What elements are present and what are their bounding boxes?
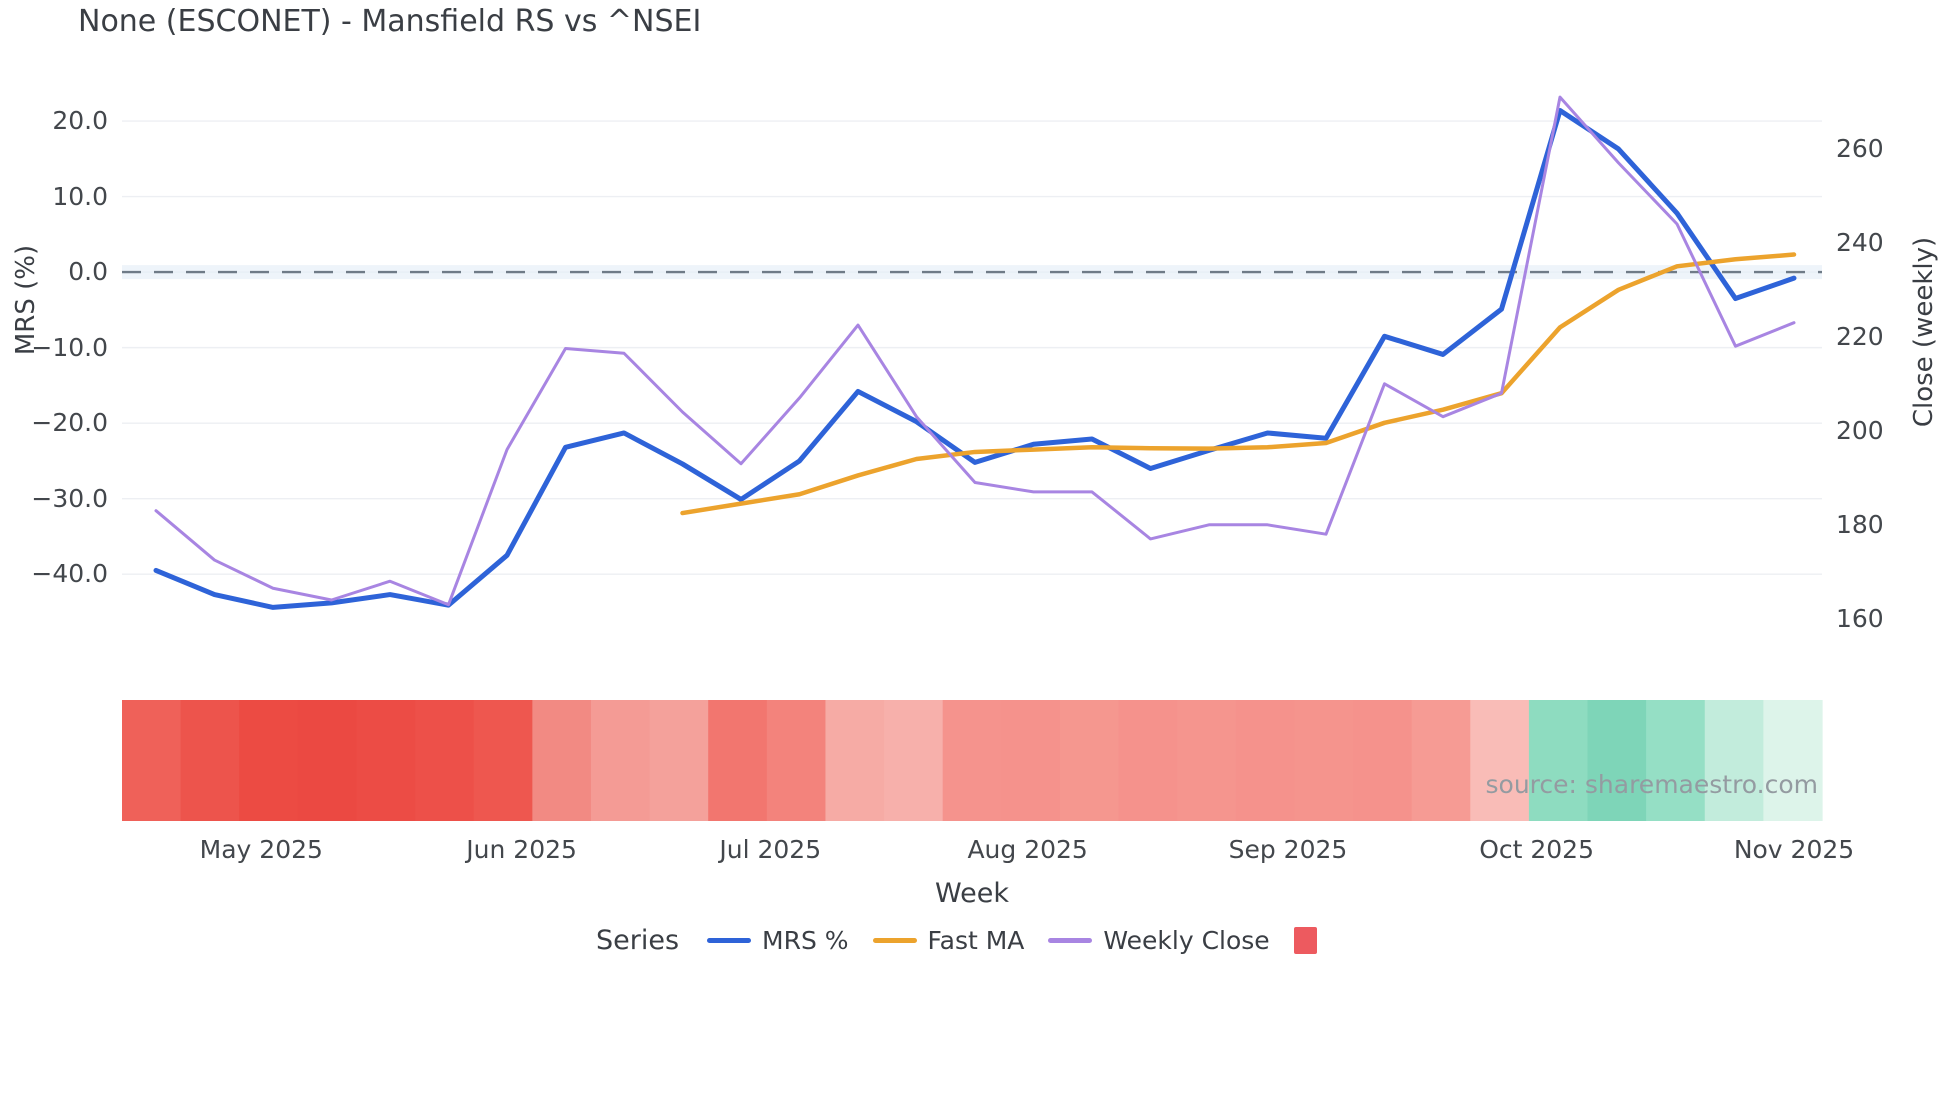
heatmap-cell — [473, 700, 533, 821]
y-axis-tick-right: 200 — [1836, 415, 1884, 445]
x-axis-tick: Sep 2025 — [1228, 835, 1348, 864]
heatmap-cell — [766, 700, 827, 821]
heatmap-cell — [532, 700, 592, 821]
x-axis-tick: May 2025 — [199, 835, 323, 864]
legend-item-label: MRS % — [762, 925, 849, 955]
y-axis-tick-right: 220 — [1836, 321, 1884, 351]
y-axis-tick-right: 240 — [1836, 227, 1884, 257]
y-axis-tick-right: 160 — [1836, 603, 1884, 633]
y-axis-tick-left: 10.0 — [52, 181, 108, 211]
legend-line-swatch — [707, 937, 752, 943]
legend-item-stage — [1293, 926, 1317, 954]
x-axis-title: Week — [935, 878, 1009, 909]
heatmap-cell — [1059, 700, 1120, 821]
y-axis-tick-left: −10.0 — [31, 332, 108, 362]
heatmap-cell — [1118, 700, 1178, 821]
heatmap-cell — [1587, 700, 1647, 821]
heatmap-cell — [1294, 700, 1354, 821]
legend-line-swatch — [872, 937, 917, 943]
x-axis-tick: Aug 2025 — [967, 835, 1088, 864]
legend-item-fast-ma: Fast MA — [872, 925, 1025, 955]
heatmap-cell — [1177, 700, 1237, 821]
heatmap-cell — [1235, 700, 1296, 821]
legend-item-label: Weekly Close — [1103, 925, 1270, 955]
y-axis-tick-left: 0.0 — [68, 257, 108, 287]
series-line-fast-ma — [680, 252, 1797, 516]
heatmap-cell — [180, 700, 240, 821]
heatmap-cell — [825, 700, 885, 821]
heatmap-cell — [884, 700, 944, 821]
y-axis-tick-left: 20.0 — [52, 106, 108, 136]
legend-square-swatch — [1293, 926, 1317, 954]
series-line-weekly-close — [154, 95, 1796, 607]
right-axis-title: Close (weekly) — [1909, 236, 1939, 428]
heatmap-cell — [649, 700, 709, 821]
heatmap-cell — [1001, 700, 1061, 821]
y-axis-tick-left: −20.0 — [31, 408, 108, 438]
heatmap-cell — [942, 700, 1002, 821]
chart-title: None (ESCONET) - Mansfield RS vs ^NSEI — [78, 4, 702, 39]
legend: Series MRS % Fast MA Weekly Close — [596, 920, 1341, 960]
heatmap-cell — [1763, 700, 1823, 821]
heatmap-cell — [1411, 700, 1471, 821]
legend-items: MRS % Fast MA Weekly Close — [707, 926, 1341, 955]
legend-item-label: Fast MA — [927, 925, 1025, 955]
heatmap-cell — [1646, 700, 1706, 821]
heatmap-cell — [415, 700, 475, 821]
x-axis-tick: Jun 2025 — [466, 835, 577, 864]
legend-title: Series — [596, 924, 680, 956]
legend-item-mrs: MRS % — [707, 926, 849, 955]
y-axis-tick-right: 260 — [1836, 133, 1884, 163]
y-axis-tick-left: −40.0 — [31, 559, 108, 589]
heatmap-cell — [239, 700, 299, 821]
heatmap-cell — [1704, 700, 1764, 821]
y-axis-tick-left: −30.0 — [31, 483, 108, 513]
heatmap-cell — [1470, 700, 1530, 821]
y-axis-tick-right: 180 — [1836, 509, 1884, 539]
legend-item-weekly-close: Weekly Close — [1048, 925, 1270, 955]
heatmap-cell — [1353, 700, 1413, 821]
heatmap-cell — [356, 700, 416, 821]
source-note: source: sharemaestro.com — [1485, 770, 1819, 799]
x-axis-tick: Nov 2025 — [1733, 835, 1855, 864]
x-axis-tick: Oct 2025 — [1479, 835, 1594, 864]
heatmap-cell — [1528, 700, 1589, 821]
x-axis-tick: Jul 2025 — [719, 835, 822, 864]
heatmap-cell — [297, 700, 358, 821]
heatmap-cell — [708, 700, 768, 821]
heatmap-cell — [122, 700, 182, 821]
legend-line-swatch — [1048, 937, 1093, 943]
heatmap-cell — [590, 700, 651, 821]
series-line-mrs — [153, 107, 1797, 610]
